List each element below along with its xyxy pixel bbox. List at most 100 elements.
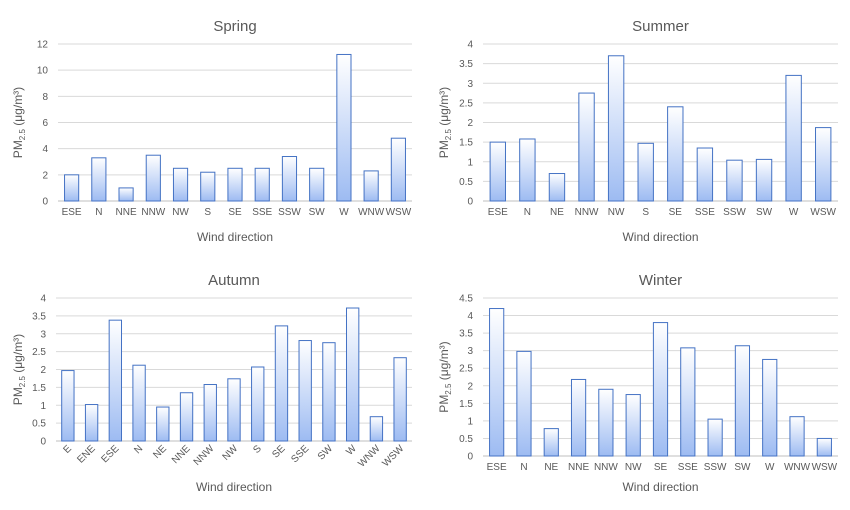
- summer-bar-n: [519, 138, 536, 202]
- spring-x-tick-label: S: [204, 207, 211, 218]
- spring-x-tick-label: SSE: [252, 207, 272, 218]
- spring-bar-ssw: [281, 156, 298, 202]
- winter-y-axis-label-unit: (μg/m³): [437, 341, 451, 383]
- summer-y-axis-label-sub: 2.5: [444, 129, 453, 141]
- summer-y-tick-label: 1.5: [459, 138, 473, 149]
- winter-x-tick-label: SE: [654, 462, 668, 473]
- autumn-x-tick-label: W: [344, 443, 359, 458]
- winter-bar-ssw: [707, 418, 723, 457]
- autumn-x-tick-label: S: [251, 443, 264, 456]
- summer-x-tick-label: S: [642, 207, 649, 218]
- summer-y-tick-label: 1: [467, 157, 473, 168]
- spring-y-tick-label: 6: [42, 118, 48, 129]
- autumn-bar-ese: [108, 319, 123, 442]
- winter-y-tick-label: 3: [467, 346, 473, 357]
- winter-x-tick-label: SSE: [678, 462, 698, 473]
- summer-y-tick-label: 3.5: [459, 59, 473, 70]
- winter-y-tick-label: 1: [467, 416, 473, 427]
- winter-title: Winter: [639, 272, 682, 289]
- winter-bar-n: [516, 350, 532, 457]
- summer-bar-sw: [755, 158, 773, 202]
- spring-bar-w: [336, 53, 352, 202]
- winter-y-axis-label-sub: 2.5: [444, 383, 453, 395]
- winter-x-tick-label: NE: [544, 462, 558, 473]
- summer-x-tick-label: WSW: [810, 207, 836, 218]
- summer-bar-sse: [696, 147, 714, 202]
- spring-bar-se: [227, 167, 243, 202]
- winter-y-axis-label-main: PM: [437, 395, 451, 413]
- winter-bar-sw: [734, 345, 751, 457]
- spring-x-tick-label: WNW: [358, 207, 385, 218]
- summer-bar-ese: [489, 141, 506, 202]
- autumn-y-tick-label: 3: [40, 329, 46, 340]
- winter-x-tick-label: WSW: [812, 462, 838, 473]
- winter-bar-nnw: [598, 388, 614, 457]
- autumn-y-tick-label: 0.5: [32, 419, 46, 430]
- summer-x-tick-label: SW: [756, 207, 773, 218]
- summer-bar-se: [667, 106, 684, 202]
- autumn-x-tick-label: N: [132, 443, 145, 456]
- autumn-x-axis-label: Wind direction: [196, 480, 272, 494]
- spring-bar-sse: [254, 167, 270, 202]
- spring-bar-n: [91, 157, 107, 202]
- autumn-y-tick-label: 1.5: [32, 383, 46, 394]
- winter-bar-nne: [570, 378, 587, 457]
- spring-y-axis-label: PM2.5 (μg/m³): [11, 87, 27, 158]
- winter-x-tick-label: NNE: [568, 462, 589, 473]
- autumn-y-tick-label: 3.5: [32, 311, 46, 322]
- autumn-x-tick-label: WSW: [380, 443, 406, 469]
- winter-y-tick-label: 2.5: [459, 364, 473, 375]
- winter-y-tick-label: 2: [467, 381, 473, 392]
- autumn-y-tick-label: 0: [40, 437, 46, 448]
- autumn-bar-sw: [322, 342, 336, 442]
- autumn-x-tick-label: NE: [151, 443, 169, 461]
- autumn-bar-s: [251, 366, 265, 442]
- winter-x-tick-label: NNW: [594, 462, 618, 473]
- autumn-x-tick-label: SE: [270, 443, 287, 460]
- winter-bar-sse: [680, 347, 696, 457]
- summer-x-axis-label: Wind direction: [622, 230, 698, 244]
- summer-x-tick-label: N: [524, 207, 531, 218]
- autumn-bar-nne: [179, 392, 194, 442]
- winter-bar-nw: [625, 394, 641, 457]
- winter-bar-ese: [489, 308, 505, 457]
- autumn-y-tick-label: 2.5: [32, 347, 46, 358]
- winter-bar-w: [762, 358, 778, 457]
- winter-x-tick-label: N: [520, 462, 527, 473]
- summer-x-tick-label: NE: [550, 207, 564, 218]
- spring-bar-ese: [64, 174, 80, 202]
- winter-y-tick-label: 0: [467, 452, 473, 463]
- spring-y-tick-label: 12: [37, 40, 49, 51]
- autumn-bar-nw: [227, 378, 241, 442]
- spring-x-tick-label: W: [339, 207, 349, 218]
- summer-bar-w: [785, 74, 802, 202]
- winter-x-tick-label: ESE: [487, 462, 507, 473]
- spring-title: Spring: [213, 18, 256, 35]
- autumn-bar-nnw: [203, 384, 217, 442]
- summer-x-tick-label: NNW: [575, 207, 599, 218]
- summer-x-tick-label: SSW: [723, 207, 746, 218]
- summer-y-tick-label: 4: [467, 40, 473, 51]
- autumn-bar-n: [132, 364, 146, 442]
- spring-y-tick-label: 10: [37, 66, 49, 77]
- summer-y-tick-label: 3: [467, 79, 473, 90]
- autumn-bar-se: [274, 325, 289, 442]
- autumn-x-tick-label: ESE: [100, 443, 122, 465]
- winter-x-tick-label: SSW: [704, 462, 727, 473]
- winter-x-tick-label: NW: [625, 462, 642, 473]
- summer-y-tick-label: 2.5: [459, 98, 473, 109]
- spring-x-tick-label: SE: [228, 207, 242, 218]
- autumn-x-tick-label: WNW: [356, 443, 383, 470]
- spring-x-tick-label: NNE: [116, 207, 137, 218]
- spring-x-tick-label: NNW: [141, 207, 165, 218]
- autumn-x-tick-label: SSE: [289, 443, 311, 465]
- summer-bar-nnw: [578, 92, 595, 202]
- spring-x-tick-label: ESE: [62, 207, 82, 218]
- winter-bar-ne: [543, 428, 559, 457]
- summer-x-tick-label: NW: [608, 207, 625, 218]
- autumn-y-axis-label-unit: (μg/m³): [11, 334, 25, 376]
- spring-y-axis-label-unit: (μg/m³): [11, 87, 25, 129]
